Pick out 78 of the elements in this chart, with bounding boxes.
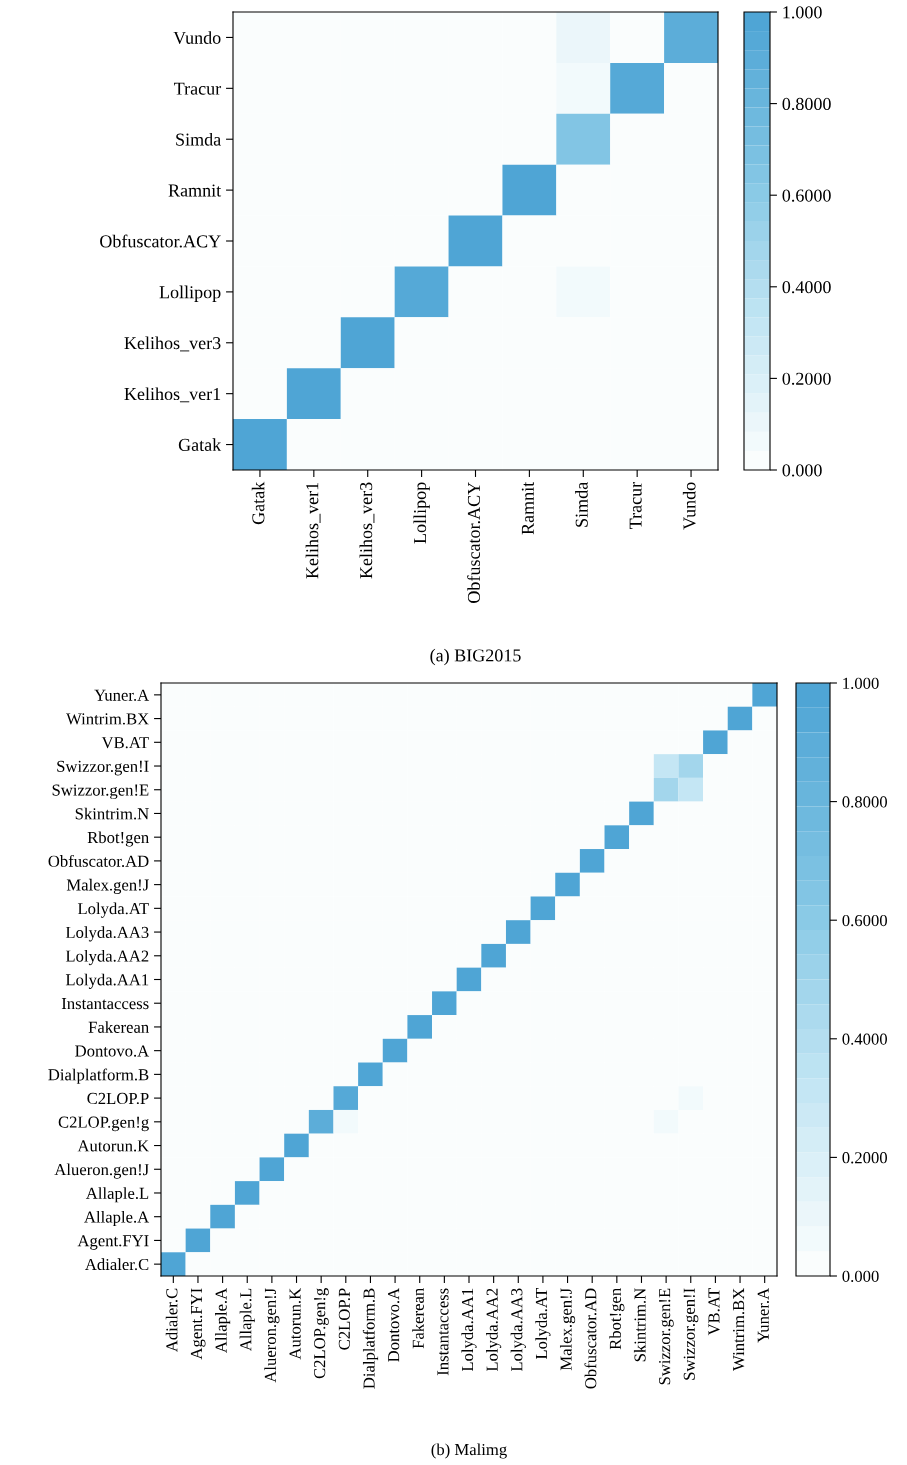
- color-bar-label: 0.000: [782, 464, 822, 477]
- y-tick-label: Allaple.L: [85, 1187, 149, 1203]
- y-tick-label: Yuner.A: [94, 689, 150, 701]
- y-tick-label: Lollipop: [159, 285, 221, 302]
- text: (a) BIG2015: [430, 648, 521, 666]
- y-tick-label: Simda: [176, 132, 221, 146]
- x-tick-label: VB.AT: [708, 1288, 720, 1336]
- x-tick-label: Lolyda.AT: [535, 1288, 551, 1360]
- x-tick-label: Kelihos_ver1: [305, 482, 321, 579]
- y-tick-label: Autorun.K: [77, 1140, 150, 1152]
- y-tick-label: Skintrim.N: [75, 807, 149, 820]
- x-tick-label: Swizzor.gen!E: [659, 1288, 674, 1385]
- color-bar-label: 0.000: [842, 1270, 879, 1283]
- x-tick-label: Lolyda.AA3: [510, 1288, 526, 1372]
- x-tick-label: Alueron.gen!J: [264, 1288, 280, 1383]
- color-bar-label: 0.6000: [842, 914, 887, 927]
- color-bar-label: 0.8000: [842, 796, 887, 808]
- x-tick-label: Ramnit: [521, 481, 534, 535]
- text: (b) Malimg: [431, 1443, 507, 1459]
- x-tick-label: Swizzor.gen!I: [683, 1288, 699, 1380]
- color-bar-label: 1.000: [783, 6, 822, 19]
- y-tick-label: C2LOP.P: [87, 1092, 149, 1105]
- y-tick-label: Kelihos_ver1: [124, 387, 221, 403]
- y-tick-label: Lolyda.AA1: [65, 973, 149, 989]
- y-tick-label: Obfuscator.ACY: [100, 234, 221, 248]
- y-tick-label: Malex.gen!J: [66, 878, 149, 894]
- y-tick-label: Lolyda.AA3: [65, 926, 149, 942]
- y-tick-label: Rbot!gen: [87, 831, 149, 847]
- color-bar-label: 0.6000: [782, 189, 831, 202]
- color-bar-label: 0.2000: [842, 1152, 887, 1164]
- x-tick-label: Lollipop: [413, 482, 430, 544]
- x-tick-label: C2LOP.P: [338, 1288, 351, 1350]
- y-tick-label: Dialplatform.B: [48, 1068, 149, 1084]
- color-bar-label: 0.8000: [782, 97, 831, 111]
- y-tick-label: Wintrim.BX: [66, 713, 149, 725]
- y-tick-label: C2LOP.gen!g: [58, 1116, 149, 1132]
- y-tick-label: Lolyda.AT: [77, 902, 149, 918]
- x-tick-label: Dialplatform.B: [362, 1288, 379, 1389]
- x-tick-label: Autorun.K: [289, 1287, 301, 1360]
- x-tick-label: Instantaccess: [437, 1288, 449, 1376]
- y-tick-label: Allaple.A: [84, 1210, 150, 1227]
- x-tick-label: Simda: [575, 482, 588, 527]
- y-tick-label: Obfuscator.AD: [48, 854, 149, 867]
- y-tick-label: Adialer.C: [85, 1258, 149, 1271]
- x-tick-label: Vundo: [682, 482, 696, 530]
- y-tick-label: VB.AT: [101, 737, 149, 749]
- x-tick-label: Lolyda.AA2: [486, 1288, 502, 1372]
- x-tick-label: Rbot!gen: [609, 1288, 625, 1350]
- x-tick-label: Malex.gen!J: [559, 1288, 576, 1371]
- y-tick-label: Vundo: [173, 31, 221, 44]
- x-tick-label: Wintrim.BX: [733, 1288, 745, 1371]
- y-tick-label: Swizzor.gen!E: [52, 784, 149, 800]
- x-tick-label: Tracur: [629, 481, 642, 529]
- x-tick-label: Gatak: [251, 481, 265, 525]
- y-tick-label: Alueron.gen!J: [54, 1163, 149, 1179]
- x-tick-label: Obfuscator.ACY: [467, 482, 481, 603]
- y-tick-label: Ramnit: [168, 184, 222, 197]
- y-tick-label: Tracur: [174, 82, 222, 95]
- x-tick-label: Kelihos_ver3: [359, 482, 375, 579]
- x-tick-label: Fakerean: [412, 1288, 424, 1349]
- color-bar-label: 0.2000: [782, 372, 831, 385]
- y-tick-label: Dontovo.A: [75, 1045, 150, 1057]
- y-tick-label: Instantaccess: [61, 998, 149, 1010]
- x-tick-label: Skintrim.N: [633, 1288, 646, 1362]
- y-tick-label: Fakerean: [88, 1021, 149, 1033]
- color-bar-label: 0.4000: [782, 281, 831, 294]
- x-tick-label: Yuner.A: [757, 1287, 769, 1343]
- y-tick-label: Agent.FYI: [77, 1235, 149, 1250]
- x-tick-label: Dontovo.A: [388, 1287, 400, 1362]
- x-tick-label: Lolyda.AA1: [461, 1288, 477, 1372]
- y-tick-label: Kelihos_ver3: [124, 336, 221, 352]
- color-bar-label: 0.4000: [842, 1033, 887, 1045]
- y-tick-label: Swizzor.gen!I: [57, 760, 149, 776]
- y-tick-label: Lolyda.AA2: [65, 950, 149, 966]
- x-tick-label: Obfuscator.AD: [584, 1288, 597, 1389]
- y-tick-label: Gatak: [178, 438, 222, 451]
- color-bar-label: 1.000: [843, 677, 879, 690]
- x-tick-label: C2LOP.gen!g: [314, 1288, 329, 1379]
